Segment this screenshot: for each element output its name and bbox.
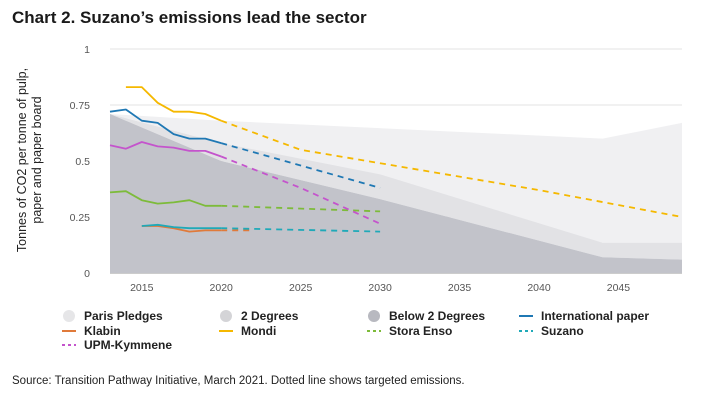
x-tick-label: 2040 [527,282,551,294]
legend-swatch [519,315,533,317]
legend-swatch [219,329,233,332]
series-international-paper-target [220,142,381,189]
y-axis-label-line-1: Tonnes of CO2 per tonne of pulp, [15,67,29,253]
legend-swatch [63,310,75,322]
series-mondi-actual [125,86,222,122]
legend-label: International paper [541,309,650,323]
x-tick-label: 2045 [607,282,631,294]
series-upm-kymmene-target [220,155,381,225]
legend-label: Stora Enso [389,323,453,338]
x-tick-label: 2015 [130,282,154,294]
series-suzano-actual [141,223,222,230]
series-upm-kymmene-actual [109,141,222,158]
x-tick-label: 2030 [368,282,392,294]
y-tick-label: 0.25 [70,212,91,224]
legend-item-paris-pledges[interactable]: Paris Pledges [62,309,163,323]
legend-item-suzano[interactable]: Suzano [519,324,584,338]
legend-label: Mondi [241,323,277,338]
legend-swatch [220,310,232,322]
legend-item-upm-kymmene[interactable]: UPM-Kymmene [62,338,172,352]
band-paris-pledges [110,114,682,243]
legend-item-stora-enso[interactable]: Stora Enso [367,324,452,338]
band-below-2-degrees [110,114,682,273]
x-tick-label: 2035 [448,282,472,294]
series-suzano-target [221,227,381,233]
pathway-bands [110,114,682,273]
y-tick-label: 1 [84,44,90,56]
y-axis: 0 0.25 0.5 0.75 1 [70,44,91,280]
x-tick-label: 2025 [289,282,313,294]
legend-item-2-degrees[interactable]: 2 Degrees [219,309,298,323]
legend-swatch [62,329,76,332]
legend-swatch [62,344,76,346]
x-tick-label: 2020 [210,282,234,294]
legend-swatch [367,329,381,332]
legend-label: Paris Pledges [84,309,163,323]
y-tick-label: 0 [84,268,90,280]
legend-swatch [519,329,533,332]
legend-label: 2 Degrees [241,309,299,323]
series-stora-enso-actual [109,190,222,207]
series-klabin-actual [141,225,222,233]
legend-label: UPM-Kymmene [84,338,173,352]
emissions-chart: 2015 2020 2025 2030 2035 2040 2045 0 0.25 0.5 0.7… [70,44,683,294]
series-international-paper-actual [109,108,222,144]
legend-item-mondi[interactable]: Mondi [219,324,276,338]
band-2-degrees [110,114,682,260]
legend-item-below-2-degrees[interactable]: Below 2 Degrees [367,309,485,323]
series-mondi-target [220,119,683,218]
chart-title: Chart 2. Suzano’s emissions lead the sec… [12,8,367,27]
y-axis-label-line-2: paper and paper board [30,96,44,224]
legend-item-international-paper[interactable]: International paper [519,309,649,323]
x-axis: 2015 2020 2025 2030 2035 2040 2045 [130,282,630,294]
source-note: Source: Transition Pathway Initiative, M… [12,375,465,387]
y-tick-label: 0.5 [75,156,90,168]
legend-label: Below 2 Degrees [389,309,486,323]
series-stora-enso-target [221,204,381,213]
company-series [109,86,683,233]
legend-item-klabin[interactable]: Klabin [62,324,121,338]
legend-label: Klabin [84,323,121,338]
y-tick-label: 0.75 [70,100,91,112]
legend-label: Suzano [541,323,584,338]
legend-swatch [368,310,380,322]
